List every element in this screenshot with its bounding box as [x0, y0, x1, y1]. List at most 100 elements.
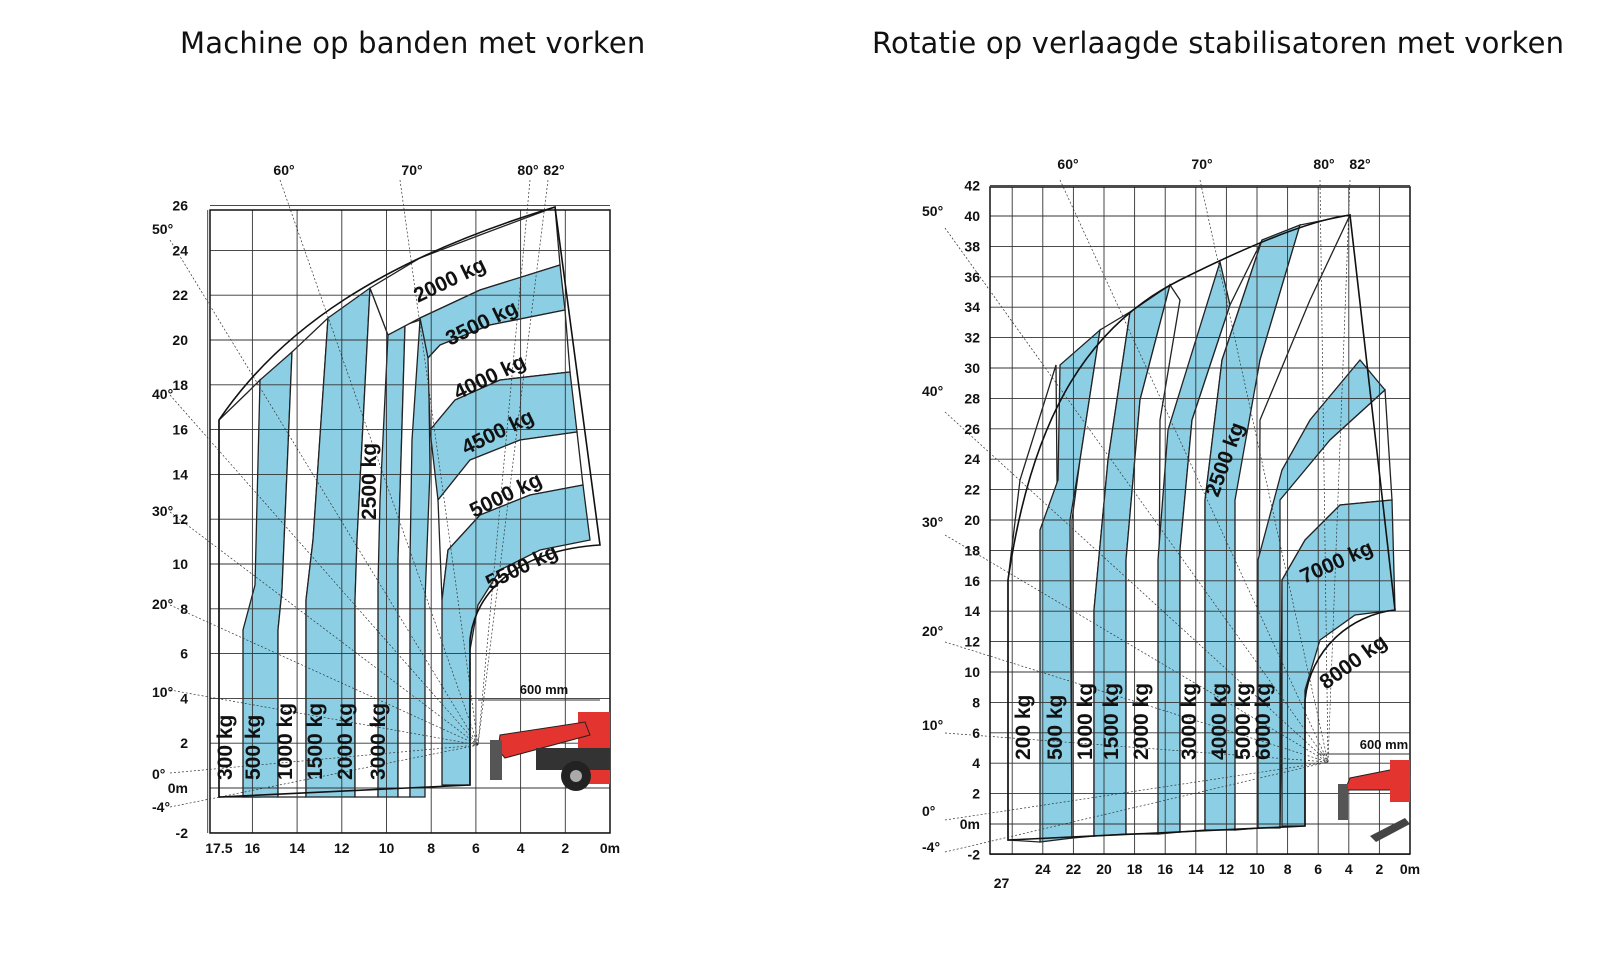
- load-label: 2000 kg: [334, 703, 357, 780]
- machine-illustration: [1338, 760, 1411, 842]
- load-label: 1000 kg: [274, 703, 297, 780]
- load-label: 500 kg: [1044, 695, 1067, 760]
- angle-label: 0°: [152, 766, 165, 782]
- angle-lines: [944, 179, 1351, 853]
- chart-frame: [989, 186, 1411, 855]
- angle-line: [1199, 179, 1329, 763]
- y-tick-label: 10: [964, 664, 980, 680]
- machine-boom: [497, 721, 591, 759]
- x-tick-label: 2: [1376, 861, 1384, 877]
- chart-title-tyres: Machine op banden met vorken: [180, 26, 646, 60]
- y-tick-label: 36: [964, 269, 980, 285]
- y-tick-label: 4: [180, 690, 188, 706]
- angle-line: [944, 761, 1329, 853]
- y-tick-label: 20: [172, 332, 188, 348]
- top-angle-label: 82°: [543, 162, 564, 178]
- x-tick-label: 24: [1035, 861, 1051, 877]
- angle-line: [169, 689, 479, 746]
- x-tick-label: 0m: [600, 840, 620, 856]
- angle-line: [1327, 179, 1351, 763]
- x-tick-label: 6: [1314, 861, 1322, 877]
- angle-line: [169, 239, 479, 746]
- angle-line: [944, 761, 1329, 821]
- x-tick-label: 8: [427, 840, 435, 856]
- angle-line: [1319, 179, 1329, 763]
- y-tick-label: 26: [172, 198, 188, 214]
- x-tick-label: 4: [517, 840, 525, 856]
- x-tick-label: 12: [334, 840, 350, 856]
- machine-hub: [570, 770, 582, 782]
- y-tick-label: 16: [172, 422, 188, 438]
- load-label: 3000 kg: [1178, 683, 1201, 760]
- chart-title-rotation: Rotatie op verlaagde stabilisatoren met …: [872, 26, 1565, 60]
- machine-forks: [1338, 784, 1348, 820]
- machine-chassis: [536, 748, 610, 770]
- angle-line: [399, 179, 479, 746]
- angle-label: 30°: [152, 503, 173, 519]
- load-label: 1000 kg: [1074, 683, 1097, 760]
- x-tick-label: 14: [289, 840, 305, 856]
- y-tick-label: 14: [964, 603, 980, 619]
- machine-illustration: [490, 712, 610, 791]
- load-label: 2000 kg: [1130, 683, 1153, 760]
- angle-lines: [169, 179, 549, 808]
- y-tick-label: 22: [172, 287, 188, 303]
- angle-line: [944, 732, 1329, 763]
- y-tick-label: 0m: [960, 816, 980, 832]
- dimension-label: 600 mm: [1360, 737, 1408, 752]
- angle-label: 20°: [922, 623, 943, 639]
- y-tick-label: -2: [176, 825, 189, 841]
- y-tick-label: 38: [964, 238, 980, 254]
- y-tick-label: 32: [964, 330, 980, 346]
- angle-label: -4°: [152, 799, 170, 815]
- load-label: 4000 kg: [1208, 683, 1231, 760]
- y-tick-label: 20: [964, 512, 980, 528]
- y-tick-label: 30: [964, 360, 980, 376]
- top-angle-label: 70°: [1191, 156, 1212, 172]
- x-tick-label: 4: [1345, 861, 1353, 877]
- x-tick-label: 10: [379, 840, 395, 856]
- y-tick-label: 18: [964, 542, 980, 558]
- angle-label: 10°: [152, 684, 173, 700]
- y-tick-label: 14: [172, 466, 188, 482]
- envelope: [218, 205, 601, 798]
- y-tick-label: 10: [172, 556, 188, 572]
- load-label: 1500 kg: [304, 703, 327, 780]
- x-tick-label: 16: [245, 840, 261, 856]
- x-tick-label: 14: [1188, 861, 1204, 877]
- y-tick-label: 12: [172, 511, 188, 527]
- y-tick-label: 18: [172, 377, 188, 393]
- angle-line: [477, 179, 549, 746]
- y-tick-label: 0m: [168, 780, 188, 796]
- x-tick-label: 10: [1249, 861, 1265, 877]
- x-tick-label: 0m: [1400, 861, 1420, 877]
- load-label: 3000 kg: [367, 703, 390, 780]
- y-tick-label: 24: [964, 451, 980, 467]
- y-tick-label: 28: [964, 390, 980, 406]
- angle-line: [169, 394, 479, 746]
- angle-label: 50°: [922, 203, 943, 219]
- load-label: 6000 kg: [1252, 683, 1275, 760]
- x-tick-label: 20: [1096, 861, 1112, 877]
- load-label: 200 kg: [1012, 695, 1035, 760]
- y-tick-label: 22: [964, 482, 980, 498]
- envelope: [1007, 214, 1396, 841]
- angle-line: [169, 511, 479, 746]
- x-tick-label: 18: [1127, 861, 1143, 877]
- y-tick-label: 12: [964, 634, 980, 650]
- angle-label: 10°: [922, 717, 943, 733]
- angle-label: 40°: [152, 386, 173, 402]
- load-label: 2500 kg: [358, 443, 381, 520]
- y-tick-label: 26: [964, 421, 980, 437]
- dimension-label: 600 mm: [520, 682, 568, 697]
- y-tick-label: -2: [968, 846, 981, 862]
- y-tick-label: 40: [964, 208, 980, 224]
- y-tick-label: 34: [964, 299, 980, 315]
- chart-frame: [209, 209, 611, 834]
- x-tick-label: 12: [1219, 861, 1235, 877]
- x-tick-label: 16: [1157, 861, 1173, 877]
- y-tick-label: 8: [180, 601, 188, 617]
- load-label: 8000 kg: [1315, 630, 1391, 694]
- y-tick-label: 6: [180, 646, 188, 662]
